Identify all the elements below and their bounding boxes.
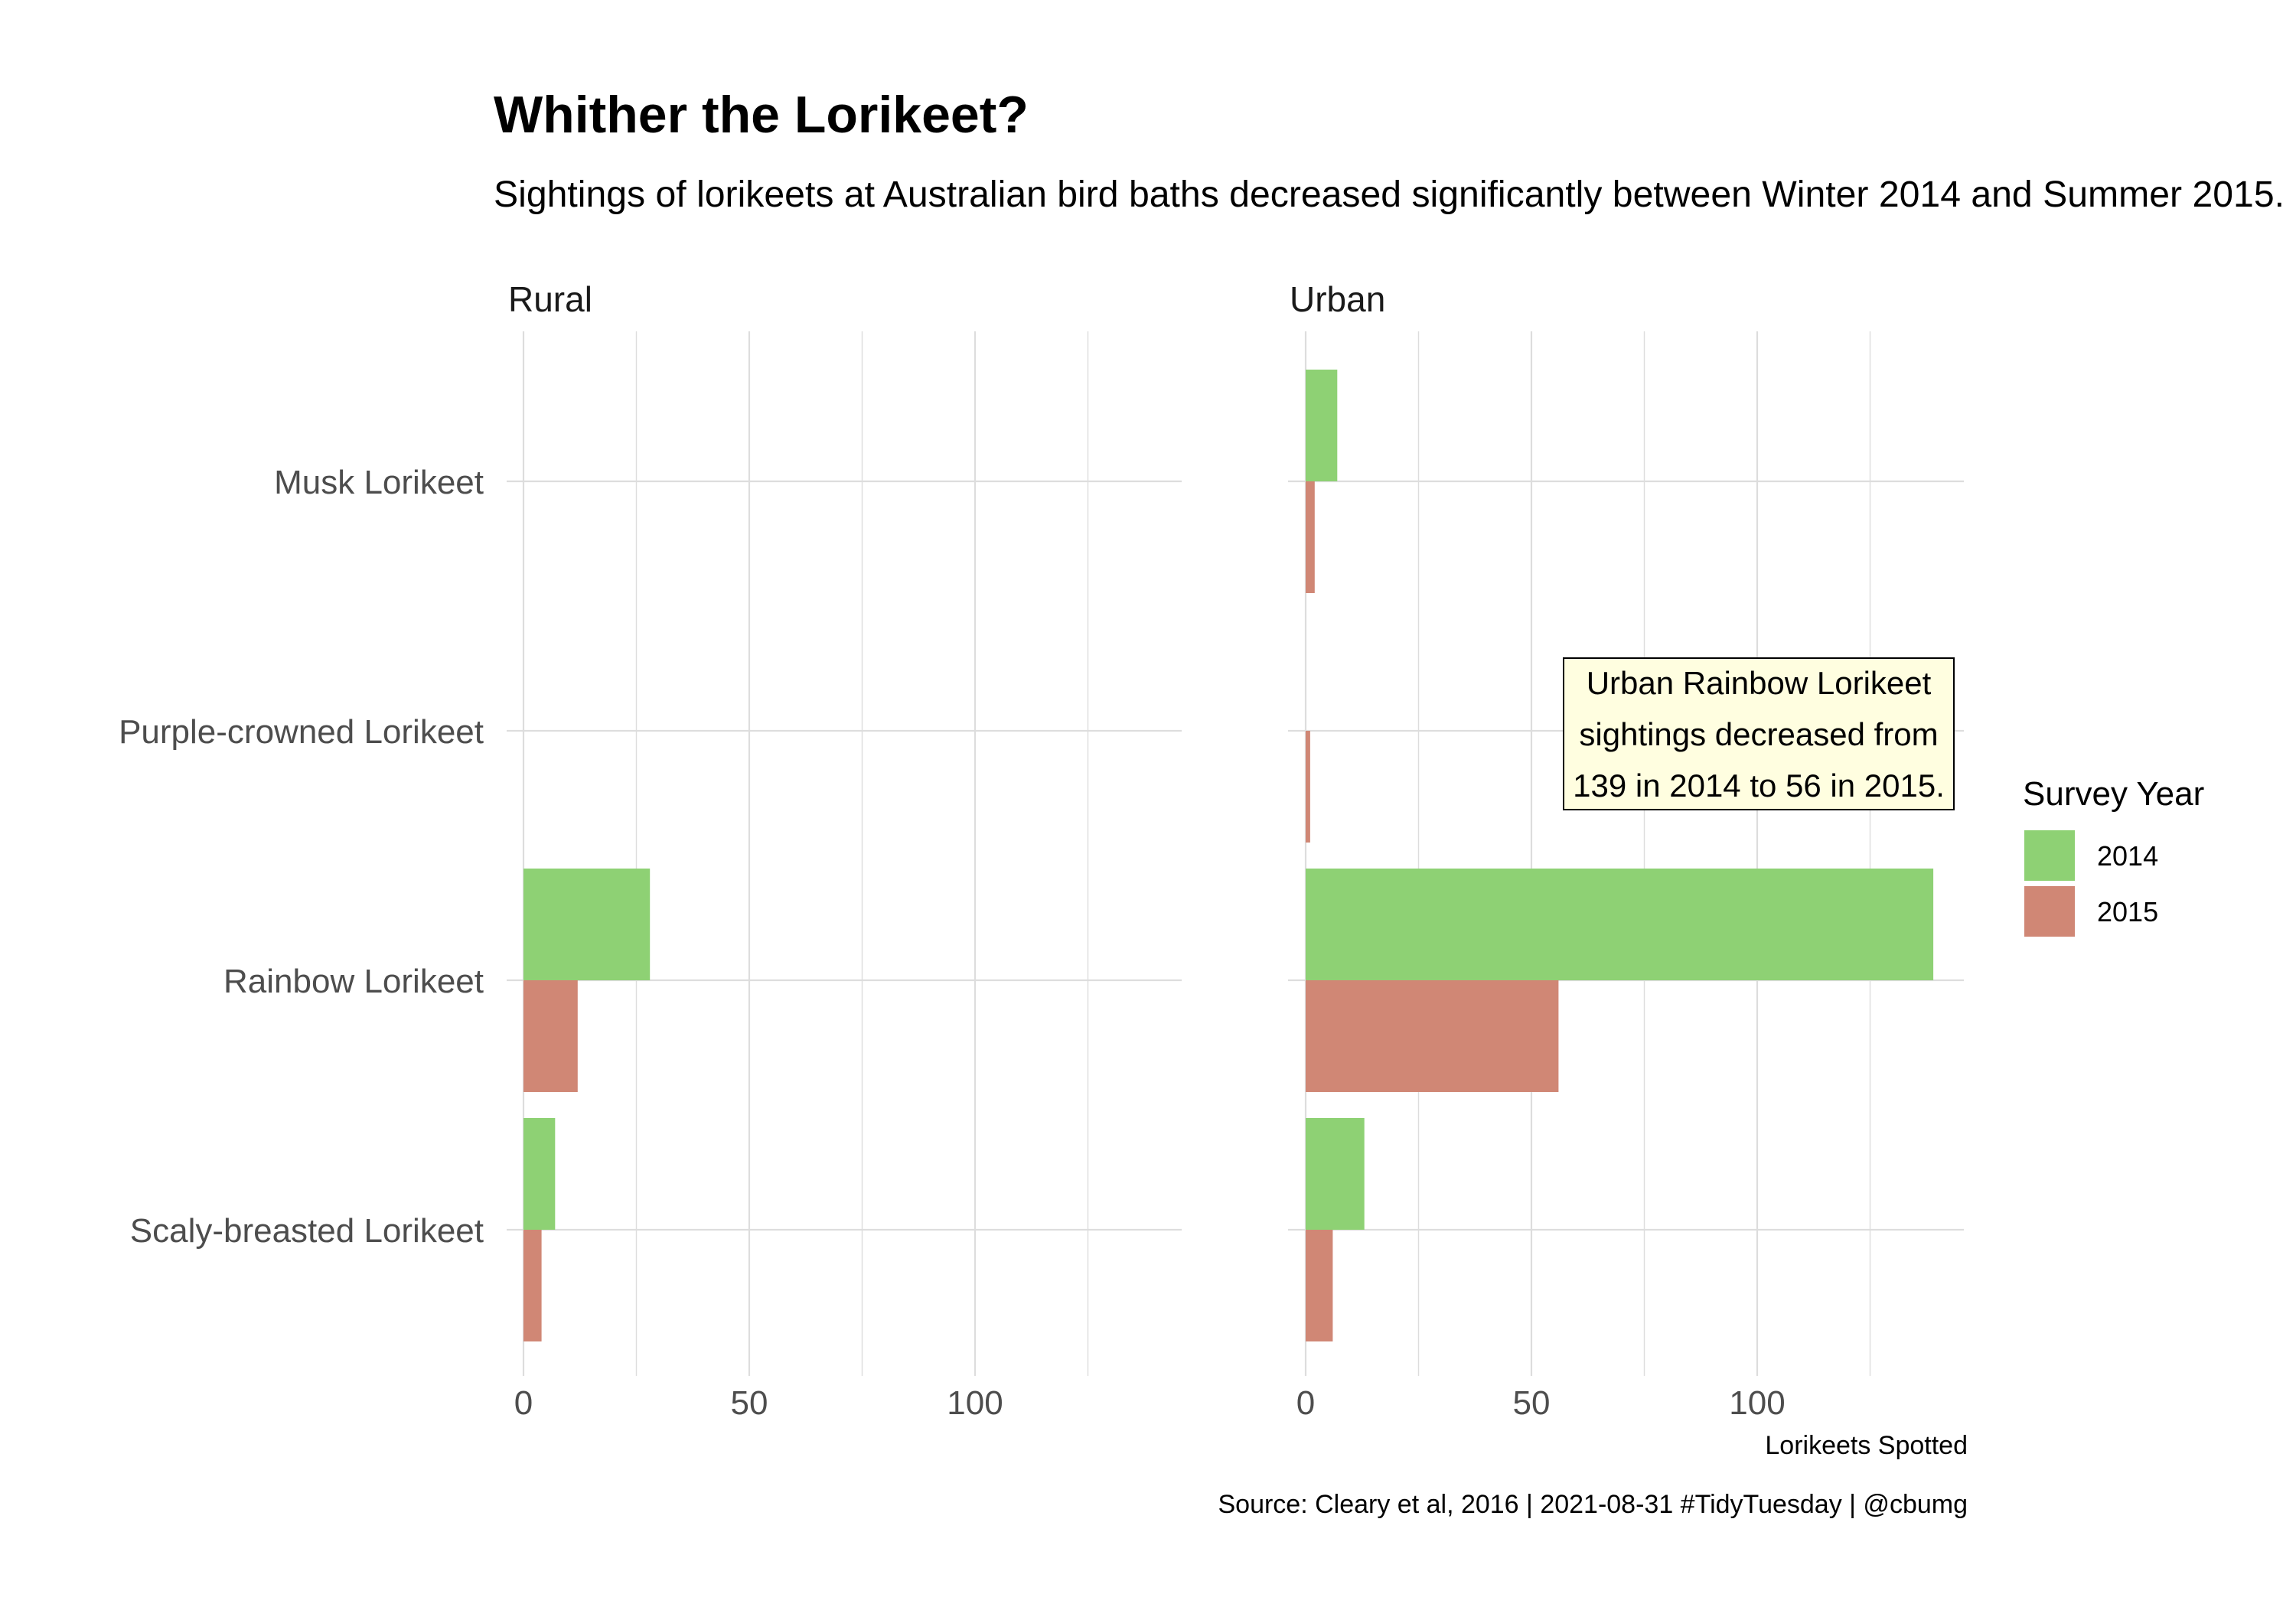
annotation-background [1563,657,1955,810]
bar-urban-musk-lorikeet-2014 [1306,370,1338,481]
bar-urban-rainbow-lorikeet-2014 [1306,869,1934,980]
bar-urban-purple-crowned-lorikeet-2015 [1306,731,1310,843]
y-tick-label: Scaly-breasted Lorikeet [130,1212,484,1250]
chart-subtitle: Sightings of lorikeets at Australian bir… [494,174,2285,215]
legend-swatch-2015 [2024,886,2075,937]
x-tick-label: 50 [731,1384,768,1422]
legend-label-2015: 2015 [2097,896,2158,927]
annotation-box: Urban Rainbow Lorikeet sightings decrease… [1563,657,1955,810]
panel-title-rural: Rural [508,279,592,319]
y-tick-label: Purple-crowned Lorikeet [119,713,484,751]
legend-swatch-2014 [2024,830,2075,881]
bar-rural-scaly-breasted-lorikeet-2014 [523,1118,556,1230]
caption: Source: Cleary et al, 2016 | 2021-08-31 … [1218,1490,1968,1519]
x-tick-label: 100 [947,1384,1003,1422]
bar-urban-rainbow-lorikeet-2015 [1306,980,1559,1092]
legend-title: Survey Year [2023,775,2204,813]
bar-urban-scaly-breasted-lorikeet-2015 [1306,1230,1333,1341]
chart-title: Whither the Lorikeet? [494,86,1029,144]
bar-rural-scaly-breasted-lorikeet-2015 [523,1230,542,1341]
panel-rural: Rural 0 50 100 [507,279,1182,1422]
plot-area: Rural 0 50 100 Urban 0 50 100 Musk Lorikeet Purpl… [119,279,2204,1422]
bar-rural-rainbow-lorikeet-2015 [523,980,578,1092]
annotation-line: sightings decreased from [1579,716,1938,752]
x-axis-title: Lorikeets Spotted [1765,1431,1968,1460]
annotation-line: Urban Rainbow Lorikeet [1587,665,1932,701]
panel-title-urban: Urban [1290,279,1385,319]
bar-rural-rainbow-lorikeet-2014 [523,869,651,980]
x-tick-label: 50 [1513,1384,1551,1422]
annotation-line: 139 in 2014 to 56 in 2015. [1573,768,1945,804]
y-tick-label: Musk Lorikeet [274,464,484,501]
legend-label-2014: 2014 [2097,840,2158,872]
bar-urban-musk-lorikeet-2015 [1306,481,1315,593]
x-tick-label: 0 [1296,1384,1315,1422]
y-tick-label: Rainbow Lorikeet [223,963,484,1000]
x-tick-label: 0 [514,1384,533,1422]
legend: Survey Year 2014 2015 [2023,775,2204,937]
panel-urban: Urban 0 50 100 [1288,279,1964,1422]
x-tick-label: 100 [1729,1384,1785,1422]
bar-urban-scaly-breasted-lorikeet-2014 [1306,1118,1365,1230]
